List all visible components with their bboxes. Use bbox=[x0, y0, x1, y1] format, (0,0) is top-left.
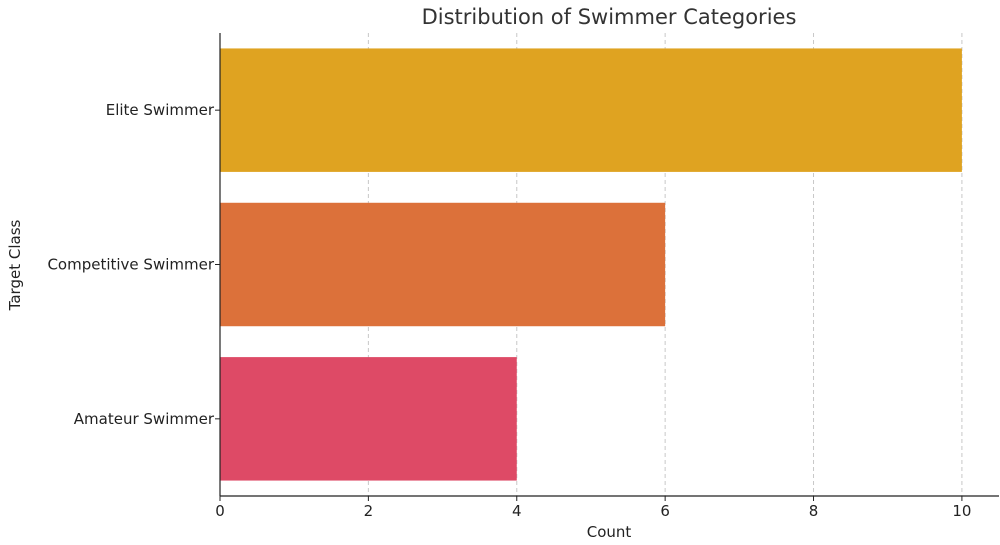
x-tick-label: 4 bbox=[512, 502, 522, 520]
x-tick-label: 6 bbox=[660, 502, 670, 520]
y-ticks: Elite Swimmer Competitive Swimmer Amateur … bbox=[47, 101, 220, 428]
bars bbox=[220, 48, 962, 481]
bar bbox=[220, 357, 517, 481]
x-tick-label: 0 bbox=[215, 502, 225, 520]
y-tick-label: Elite Swimmer bbox=[106, 101, 215, 119]
chart-title: Distribution of Swimmer Categories bbox=[422, 5, 797, 29]
x-tick-label: 2 bbox=[364, 502, 374, 520]
x-tick-label: 8 bbox=[809, 502, 819, 520]
x-ticks: 0 2 4 6 8 10 bbox=[215, 496, 971, 520]
y-tick-label: Competitive Swimmer bbox=[47, 256, 214, 274]
x-tick-label: 10 bbox=[952, 502, 971, 520]
x-axis-label: Count bbox=[587, 523, 632, 541]
bar bbox=[220, 48, 962, 172]
y-axis-label: Target Class bbox=[6, 219, 24, 311]
bar bbox=[220, 202, 666, 327]
y-tick-label: Amateur Swimmer bbox=[74, 410, 215, 428]
